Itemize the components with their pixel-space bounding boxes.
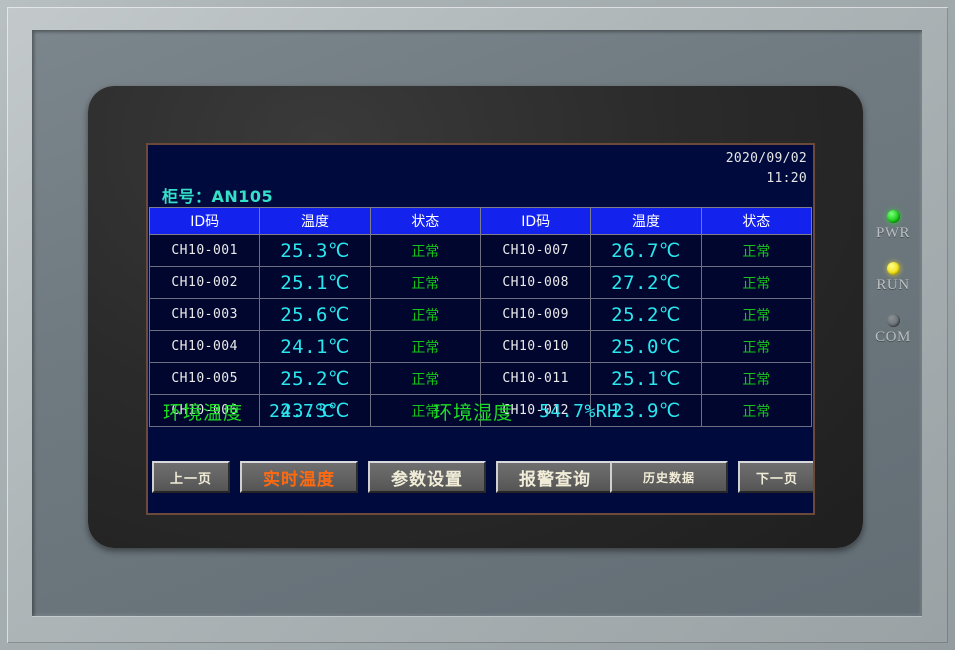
cell-id-left: CH10-004 xyxy=(148,330,261,363)
col-header-state-left: 状态 xyxy=(369,207,481,235)
cell-state-left: 正常 xyxy=(369,394,481,427)
cell-state-right: 正常 xyxy=(700,362,813,395)
prev-page-button[interactable]: 上一页 xyxy=(152,461,230,493)
cell-id-right: CH10-012 xyxy=(479,394,592,427)
led-com-icon xyxy=(886,314,900,327)
monitor-bezel: 2020/09/02 11:20 柜号：AN105 ID码 温度 状态 ID码 … xyxy=(88,86,863,548)
table-row: CH10-006 23.3℃ 正常 CH10-012 23.9℃ 正常 xyxy=(148,394,813,427)
cell-temp-right: 23.9℃ xyxy=(590,394,702,427)
indicator-label-pwr: PWR xyxy=(875,225,910,241)
led-pwr-icon xyxy=(886,210,900,223)
indicator-label-run: RUN xyxy=(876,277,910,293)
cell-state-left: 正常 xyxy=(369,298,481,331)
date-text: 2020/09/02 xyxy=(725,151,807,166)
col-header-temp-left: 温度 xyxy=(259,207,371,235)
col-header-id-left: ID码 xyxy=(148,207,261,235)
cell-state-left: 正常 xyxy=(369,266,481,299)
col-header-temp-right: 温度 xyxy=(590,207,702,235)
lcd-screen: 2020/09/02 11:20 柜号：AN105 ID码 温度 状态 ID码 … xyxy=(146,143,815,515)
cell-state-right: 正常 xyxy=(700,330,813,363)
cell-temp-right: 26.7℃ xyxy=(590,234,702,267)
cell-state-right: 正常 xyxy=(700,298,813,331)
cell-temp-right: 25.2℃ xyxy=(590,298,702,331)
cell-id-right: CH10-011 xyxy=(479,362,592,395)
next-page-button[interactable]: 下一页 xyxy=(738,461,813,493)
cell-state-left: 正常 xyxy=(369,234,481,267)
cell-temp-left: 25.1℃ xyxy=(259,266,371,299)
env-humidity-label: 环境湿度 xyxy=(433,401,514,424)
table-header-row: ID码 温度 状态 ID码 温度 状态 xyxy=(148,207,813,235)
cell-temp-right: 25.0℃ xyxy=(590,330,702,363)
realtime-temp-button[interactable]: 实时温度 xyxy=(240,461,358,493)
parameter-setup-button[interactable]: 参数设置 xyxy=(368,461,486,493)
table-row: CH10-002 25.1℃ 正常 CH10-008 27.2℃ 正常 xyxy=(148,266,813,299)
cell-id-left: CH10-002 xyxy=(148,266,261,299)
indicator-run: RUN xyxy=(869,262,917,294)
env-temperature-label: 环境温度 xyxy=(163,401,244,424)
history-data-button[interactable]: 历史数据 xyxy=(610,461,728,493)
cell-temp-right: 25.1℃ xyxy=(590,362,702,395)
col-header-id-right: ID码 xyxy=(479,207,592,235)
cell-state-left: 正常 xyxy=(369,330,481,363)
table-row: CH10-005 25.2℃ 正常 CH10-011 25.1℃ 正常 xyxy=(148,362,813,395)
cell-temp-left: 23.3℃ xyxy=(259,394,371,427)
cell-state-left: 正常 xyxy=(369,362,481,395)
time-text: 11:20 xyxy=(766,171,807,186)
indicator-label-com: COM xyxy=(875,329,911,345)
navigation-button-row: 上一页 实时温度 参数设置 报警查询 历史数据 下一页 xyxy=(148,461,813,501)
table-row: CH10-003 25.6℃ 正常 CH10-009 25.2℃ 正常 xyxy=(148,298,813,331)
cell-id-left: CH10-001 xyxy=(148,234,261,267)
cell-id-right: CH10-009 xyxy=(479,298,592,331)
col-header-state-right: 状态 xyxy=(700,207,813,235)
cell-temp-right: 27.2℃ xyxy=(590,266,702,299)
env-temperature-value: 24.7℃ xyxy=(269,400,336,422)
alarm-query-button[interactable]: 报警查询 xyxy=(496,461,614,493)
cell-temp-left: 25.2℃ xyxy=(259,362,371,395)
temperature-table: ID码 温度 状态 ID码 温度 状态 CH10-001 25.3℃ 正常 CH10-… xyxy=(148,207,813,427)
cell-id-right: CH10-010 xyxy=(479,330,592,363)
cell-state-right: 正常 xyxy=(700,266,813,299)
status-indicator-strip: PWR RUN COM xyxy=(869,210,917,370)
cell-id-left: CH10-005 xyxy=(148,362,261,395)
cell-id-left: CH10-006 xyxy=(148,394,261,427)
datetime-display: 2020/09/02 11:20 xyxy=(726,149,807,189)
led-run-icon xyxy=(886,262,900,275)
table-body: CH10-001 25.3℃ 正常 CH10-007 26.7℃ 正常 CH10-002 25… xyxy=(148,234,813,427)
cell-id-left: CH10-003 xyxy=(148,298,261,331)
cell-temp-left: 25.6℃ xyxy=(259,298,371,331)
indicator-com: COM xyxy=(869,314,917,346)
cell-id-right: CH10-007 xyxy=(479,234,592,267)
environment-readout-row: 环境温度 24.7℃ 环境湿度 54.7%RH xyxy=(149,391,812,431)
cell-id-right: CH10-008 xyxy=(479,266,592,299)
cell-state-right: 正常 xyxy=(700,394,813,427)
cell-temp-left: 24.1℃ xyxy=(259,330,371,363)
indicator-pwr: PWR xyxy=(869,210,917,242)
cell-state-right: 正常 xyxy=(700,234,813,267)
env-humidity-value: 54.7%RH xyxy=(539,400,619,422)
table-row: CH10-001 25.3℃ 正常 CH10-007 26.7℃ 正常 xyxy=(148,234,813,267)
cell-temp-left: 25.3℃ xyxy=(259,234,371,267)
cabinet-number-label: 柜号：AN105 xyxy=(162,187,274,206)
table-row: CH10-004 24.1℃ 正常 CH10-010 25.0℃ 正常 xyxy=(148,330,813,363)
